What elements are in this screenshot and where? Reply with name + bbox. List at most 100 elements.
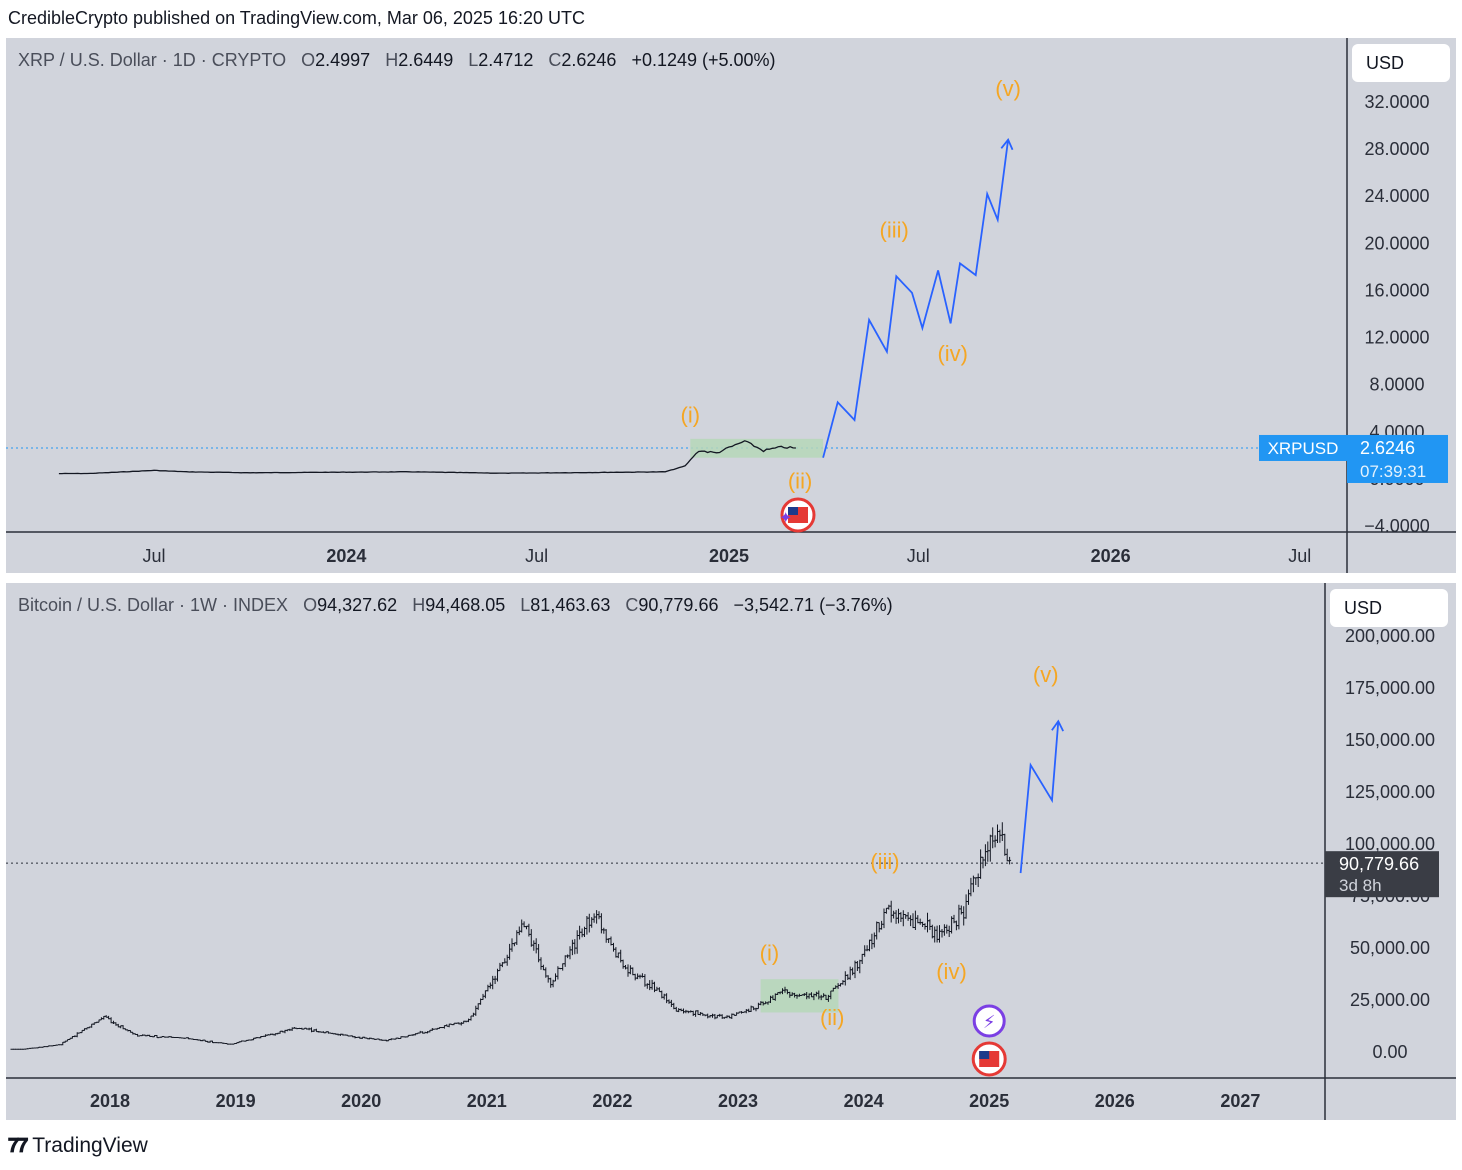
btc-weekly-bar xyxy=(848,966,852,980)
btc-y-tick-label: 150,000.00 xyxy=(1345,730,1435,750)
btc-weekly-bar xyxy=(483,990,487,999)
xrp-sparkle-icon: ✦ xyxy=(779,508,792,527)
btc-weekly-bar xyxy=(665,993,669,1004)
btc-y-tick-label: 125,000.00 xyxy=(1345,782,1435,802)
btc-weekly-bar xyxy=(928,919,932,930)
btc-weekly-bar xyxy=(713,1014,717,1020)
tradingview-brand: TradingView xyxy=(32,1134,148,1157)
btc-wave-label: (v) xyxy=(1033,662,1059,687)
xrp-wave-label: (ii) xyxy=(788,468,812,493)
xrp-y-tick-label: −4.0000 xyxy=(1364,516,1430,536)
xrp-ticker-label: XRPUSD xyxy=(1268,439,1339,458)
btc-weekly-bar xyxy=(491,975,495,990)
btc-x-tick-label: 2019 xyxy=(216,1091,256,1111)
btc-y-tick-label: 200,000.00 xyxy=(1345,626,1435,646)
xrp-chart-svg[interactable]: −4.00000.00004.00008.000012.000016.00002… xyxy=(6,38,1456,573)
tradingview-logo-icon: 𝟕𝟕 xyxy=(8,1134,28,1157)
xrp-x-tick-label: Jul xyxy=(907,546,930,566)
xrp-open-value: 2.4997 xyxy=(315,50,371,70)
btc-x-tick-label: 2021 xyxy=(467,1091,507,1111)
xrp-price-tag-value: 2.6246 xyxy=(1360,438,1415,458)
btc-y-tick-label: 100,000.00 xyxy=(1345,834,1435,854)
btc-low-value: 81,463.63 xyxy=(530,595,611,615)
btc-weekly-bar xyxy=(986,841,990,862)
btc-wave-label: (iii) xyxy=(870,849,899,874)
xrp-x-tick-label: Jul xyxy=(1288,546,1311,566)
btc-weekly-bar xyxy=(532,940,536,951)
btc-weekly-bar xyxy=(691,1010,695,1016)
xrp-wave-label: (iii) xyxy=(880,217,909,242)
btc-weekly-bar xyxy=(918,918,922,925)
xrp-y-tick-label: 28.0000 xyxy=(1364,139,1429,159)
xrp-x-tick-label: 2024 xyxy=(326,546,366,566)
btc-weekly-bar xyxy=(875,921,879,940)
btc-weekly-bar xyxy=(894,910,898,924)
btc-weekly-bar xyxy=(892,910,896,919)
btc-weekly-bar xyxy=(1000,822,1004,841)
btc-weekly-bar xyxy=(481,993,485,1000)
xrp-x-tick-label: 2025 xyxy=(709,546,749,566)
btc-weekly-bar xyxy=(916,915,920,924)
btc-weekly-bar xyxy=(851,967,855,976)
btc-high-value: 94,468.05 xyxy=(425,595,506,615)
btc-weekly-bar xyxy=(592,913,596,923)
xrp-low-key: L xyxy=(468,50,479,70)
btc-weekly-bar xyxy=(843,971,847,986)
btc-weekly-bar xyxy=(585,916,589,935)
btc-weekly-bar xyxy=(756,1002,760,1010)
btc-weekly-bar xyxy=(510,938,514,952)
btc-weekly-bar xyxy=(682,1008,685,1014)
btc-weekly-bar xyxy=(901,910,905,927)
btc-low-key: L xyxy=(520,595,531,615)
btc-lightning-glyph: ⚡ xyxy=(983,1012,996,1033)
xrp-change: +0.1249 (+5.00%) xyxy=(631,50,776,70)
xrp-y-tick-label: 16.0000 xyxy=(1364,280,1429,300)
btc-weekly-bar xyxy=(520,919,524,933)
btc-weekly-bar xyxy=(911,913,915,929)
btc-price-tag-value: 90,779.66 xyxy=(1339,854,1419,874)
tradingview-logo[interactable]: 𝟕𝟕 TradingView xyxy=(8,1134,148,1158)
btc-y-tick-label: 50,000.00 xyxy=(1350,938,1430,958)
btc-weekly-bar xyxy=(1005,848,1009,862)
xrp-price-line xyxy=(58,440,796,475)
btc-weekly-bar xyxy=(865,945,869,952)
btc-weekly-bar xyxy=(549,977,553,988)
btc-high-key: H xyxy=(412,595,426,615)
btc-weekly-bar xyxy=(846,974,850,980)
btc-weekly-bar xyxy=(614,947,618,958)
btc-y-tick-label: 0.00 xyxy=(1372,1042,1407,1062)
btc-chart-panel[interactable]: 0.0025,000.0050,000.0075,000.00100,000.0… xyxy=(6,583,1456,1120)
btc-weekly-bar xyxy=(1003,833,1007,856)
btc-weekly-bar xyxy=(899,912,903,922)
btc-currency-button[interactable]: USD xyxy=(1330,589,1448,627)
btc-weekly-bar xyxy=(568,946,572,960)
btc-weekly-bar xyxy=(887,904,891,910)
btc-open-key: O xyxy=(303,595,318,615)
btc-chart-svg[interactable]: 0.0025,000.0050,000.0075,000.00100,000.0… xyxy=(6,583,1456,1120)
btc-price-tag-countdown: 3d 8h xyxy=(1339,876,1382,895)
btc-weekly-bar xyxy=(657,987,661,993)
btc-weekly-bar xyxy=(626,964,630,977)
btc-weekly-bar xyxy=(998,829,1002,843)
btc-weekly-bar xyxy=(933,926,937,943)
btc-x-tick-label: 2022 xyxy=(592,1091,632,1111)
xrp-wave-label: (i) xyxy=(681,402,701,427)
btc-weekly-bar xyxy=(595,910,599,924)
btc-lightning-icon xyxy=(972,1004,1006,1038)
btc-weekly-bar xyxy=(976,873,980,887)
btc-weekly-bar xyxy=(974,877,978,885)
btc-weekly-bar xyxy=(474,1005,478,1016)
btc-weekly-bar xyxy=(498,962,502,972)
xrp-y-tick-label: 12.0000 xyxy=(1364,328,1429,348)
btc-close-key: C xyxy=(625,595,639,615)
btc-weekly-bar xyxy=(706,1013,710,1019)
btc-weekly-bar xyxy=(604,929,608,943)
btc-x-tick-label: 2024 xyxy=(844,1091,884,1111)
xrp-chart-panel[interactable]: −4.00000.00004.00008.000012.000016.00002… xyxy=(6,38,1456,573)
btc-weekly-bar xyxy=(860,953,864,964)
xrp-low-value: 2.4712 xyxy=(478,50,534,70)
xrp-x-tick-label: Jul xyxy=(525,546,548,566)
btc-weekly-bar xyxy=(926,912,929,933)
btc-weekly-bar xyxy=(884,907,888,914)
xrp-currency-button[interactable]: USD xyxy=(1352,44,1450,82)
